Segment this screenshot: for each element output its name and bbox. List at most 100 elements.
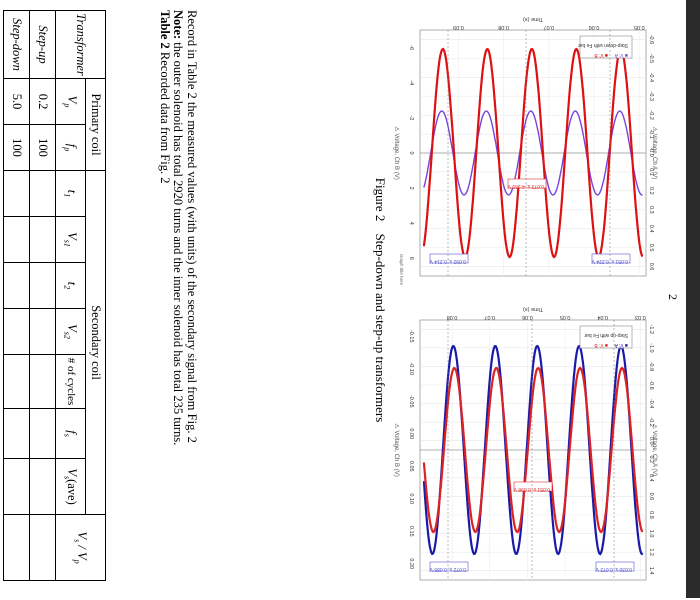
cell-vs1[interactable] [29, 216, 56, 263]
right-axis-tick: -6 [408, 45, 414, 50]
cell-vs-ave[interactable] [29, 458, 56, 515]
left-axis-tick: -0.4 [648, 73, 654, 82]
header-vp: Vp [55, 78, 86, 125]
time-tick: 0.04 [597, 314, 608, 320]
left-axis-tick: -1.0 [648, 343, 654, 352]
channel-b-trace [422, 366, 644, 534]
time-tick: 0.07 [543, 24, 554, 30]
time-tick: 0.08 [498, 24, 509, 30]
right-axis-tick: 0.20 [408, 558, 414, 569]
right-axis-tick: -2 [408, 115, 414, 120]
table-row: Step-up 0.2 100 [29, 10, 56, 581]
annotation-label: 0.051 s, 0.224 V [591, 258, 628, 264]
table-caption: Recorded data from Fig. 2 [157, 48, 172, 184]
step-up-plot: ⚠ Voltage, Ch A (V) ⚠ Voltage, Ch B (V) -1… [392, 298, 662, 590]
right-axis-tick: 0.15 [408, 526, 414, 537]
data-table: Transformer Primary coil Secondary coil … [3, 10, 106, 581]
figure-caption: Figure 2 Step-down and step-up transforme… [372, 90, 388, 510]
header-cycles: # of cycles [55, 354, 86, 409]
annotation-label: 0.072 s, 0.085 V [429, 566, 466, 572]
figure-caption-text: Step-down and step-up transformers [373, 233, 388, 423]
time-axis-label: Time (s) [523, 16, 543, 22]
annotation-box [429, 561, 469, 572]
cell-fp: 100 [3, 124, 30, 171]
left-axis-tick: 0.1 [648, 168, 654, 176]
left-axis-tick: 0.0 [648, 437, 654, 445]
time-tick: 0.09 [453, 24, 464, 30]
cell-vs2[interactable] [3, 308, 30, 355]
row-name: Step-down [3, 10, 30, 79]
right-axis-tick: 2 [408, 187, 414, 190]
left-axis-tick: -0.4 [648, 399, 654, 408]
note-line: Note: the outer solenoid has total 2920 … [171, 10, 185, 600]
table-row: Step-down 5.0 100 [3, 10, 30, 581]
corner-label: Graph title here [399, 254, 404, 286]
annotation-box [595, 561, 635, 572]
header-vs1: Vs1 [55, 216, 86, 263]
left-axis-tick: 0.2 [648, 187, 654, 195]
instructions: Record in Table 2 the measured values (w… [157, 10, 199, 600]
header-fp: fp [55, 124, 86, 171]
cell-vs2[interactable] [29, 308, 56, 355]
row-name: Step-up [29, 10, 56, 79]
table-title: Table 2 [157, 10, 172, 49]
cell-fs[interactable] [29, 408, 56, 459]
cell-vs-ave[interactable] [3, 458, 30, 515]
time-tick: 0.05 [560, 314, 571, 320]
cell-t2[interactable] [29, 262, 56, 309]
header-fs: fs [55, 408, 86, 459]
header-primary-coil: Primary coil [85, 78, 106, 171]
right-axis-tick: 0.05 [408, 461, 414, 472]
time-tick: 0.08 [447, 314, 458, 320]
cell-t1[interactable] [3, 170, 30, 217]
cell-fp: 100 [29, 124, 56, 171]
annotation-box [513, 481, 553, 492]
figure-label: Figure 2 [373, 177, 388, 222]
right-axis-tick: 4 [408, 222, 414, 225]
time-axis-label: Time (s) [523, 306, 543, 312]
left-axis-tick: 0.4 [648, 474, 654, 482]
left-axis-tick: 0.8 [648, 511, 654, 519]
header-vs-ave: Vs(ave) [55, 458, 86, 515]
cell-fs[interactable] [3, 408, 30, 459]
left-axis-tick: -0.5 [648, 54, 654, 63]
left-axis-tick: 0.3 [648, 206, 654, 214]
instruction-line: Record in Table 2 the measured values (w… [185, 10, 199, 443]
channel-b-trace [422, 47, 644, 259]
annotation-label: 0.051 s, 0.096 V [513, 486, 550, 492]
cell-t1[interactable] [29, 170, 56, 217]
annotation-label: 0.072 s, 4.969 V [507, 183, 544, 189]
time-tick: 0.03 [635, 314, 646, 320]
cell-vp: 5.0 [3, 78, 30, 125]
time-tick: 0.06 [589, 24, 600, 30]
page-number: 2 [666, 294, 680, 300]
left-axis-tick: -0.6 [648, 35, 654, 44]
time-tick: 0.06 [522, 314, 533, 320]
cell-t2[interactable] [3, 262, 30, 309]
cell-vs1[interactable] [3, 216, 30, 263]
cell-cycles[interactable] [3, 354, 30, 409]
left-axis-tick: -0.3 [648, 91, 654, 100]
cell-ratio[interactable] [3, 514, 30, 581]
right-axis-tick: -0.05 [408, 395, 414, 408]
legend-title: Step-down with Fe bar [578, 42, 628, 48]
header-secondary-coil: Secondary coil [85, 170, 106, 515]
left-axis-label: ⚠ Voltage, Ch A (V) [651, 424, 658, 477]
header-t2: t2 [55, 262, 86, 309]
note-label: Note: [171, 10, 186, 40]
cell-cycles[interactable] [29, 354, 56, 409]
note-text: the outer solenoid has total 2920 turns … [171, 39, 186, 446]
left-axis-tick: 0.2 [648, 455, 654, 463]
right-axis-tick: -0.15 [408, 330, 414, 343]
left-axis-tick: 1.2 [648, 548, 654, 556]
right-axis-tick: 0 [408, 151, 414, 154]
header-transformer: Transformer [55, 10, 106, 79]
step-down-plot-svg: ⚠ Voltage, Ch A (V) ⚠ Voltage, Ch B (V) -0… [393, 16, 658, 286]
left-axis-tick: 0.5 [648, 244, 654, 252]
step-up-plot-svg: ⚠ Voltage, Ch A (V) ⚠ Voltage, Ch B (V) -1… [393, 306, 658, 581]
cell-ratio[interactable] [29, 514, 56, 581]
step-down-plot: ⚠ Voltage, Ch A (V) ⚠ Voltage, Ch B (V) -0… [392, 8, 662, 288]
left-axis-label: ⚠ Voltage, Ch A (V) [651, 127, 658, 180]
right-axis-label: ⚠ Voltage, Ch B (V) [393, 423, 400, 476]
